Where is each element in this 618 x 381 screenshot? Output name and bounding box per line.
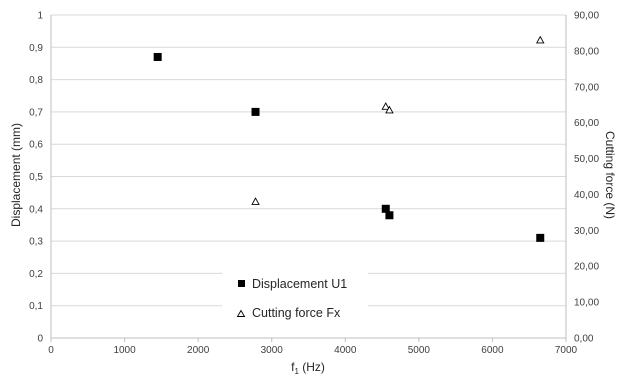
y-tick-label: 1 <box>37 11 43 22</box>
y2-tick-label: 70,00 <box>574 82 599 93</box>
gridlines <box>51 14 566 307</box>
x-tick-label: 2000 <box>187 345 210 356</box>
data-point-displacement <box>536 233 545 242</box>
y-tick-label: 0,1 <box>29 301 43 312</box>
data-point-cutting-force <box>251 197 260 205</box>
y2-tick-label: 80,00 <box>574 46 599 57</box>
y2-tick-label: 50,00 <box>574 154 599 165</box>
data-point-displacement <box>381 204 390 213</box>
y2-tick-label: 40,00 <box>574 190 599 201</box>
x-axis-title-main: f <box>291 360 295 374</box>
x-tick-label: 4000 <box>334 345 357 356</box>
y-tick-label: 0 <box>37 334 43 345</box>
legend-marker-cutting-force <box>236 309 246 317</box>
data-point-cutting-force <box>385 105 394 114</box>
y2-tick-label: 20,00 <box>574 262 599 273</box>
x-axis-title-subscript: 1 <box>294 367 299 376</box>
legend-label-cutting-force: Cutting force Fx <box>252 306 341 320</box>
legend-marker-displacement <box>238 280 245 287</box>
y-tick-label: 0,3 <box>29 237 43 248</box>
x-tick-label: 7000 <box>555 345 578 356</box>
y2-axis-title: Cutting force (N) <box>603 131 617 219</box>
data-point-displacement <box>385 211 394 220</box>
data-point-displacement <box>251 107 260 116</box>
legend: Displacement U1 Cutting force Fx <box>222 268 368 326</box>
x-axis-title-unit: (Hz) <box>299 360 325 374</box>
y-tick-label: 0,2 <box>29 269 43 280</box>
y-tick-label: 0,6 <box>29 140 43 151</box>
y2-tick-label: 10,00 <box>574 298 599 309</box>
data-point-cutting-force <box>381 102 391 110</box>
data-points <box>153 35 545 242</box>
y-axis-title: Displacement (mm) <box>9 123 23 227</box>
x-tick-label: 6000 <box>481 345 504 356</box>
legend-background <box>222 268 368 326</box>
y-tick-label: 0,9 <box>29 43 43 54</box>
data-point-cutting-force <box>535 35 545 44</box>
y2-tick-label: 60,00 <box>574 118 599 129</box>
axes <box>50 15 567 342</box>
x-tick-label: 3000 <box>261 345 284 356</box>
y-tick-label: 0,5 <box>29 172 43 183</box>
y-tick-label: 0,8 <box>29 75 43 86</box>
data-point-displacement <box>153 52 162 61</box>
y2-tick-label: 30,00 <box>574 226 599 237</box>
x-tick-label: 1000 <box>113 345 136 356</box>
legend-label-displacement: Displacement U1 <box>252 277 347 291</box>
y-tick-label: 0,7 <box>29 107 43 118</box>
y2-tick-label: 0,00 <box>574 334 594 345</box>
tick-labels: 00,10,20,30,40,50,60,70,80,910,0010,0020… <box>29 11 599 357</box>
x-tick-label: 0 <box>48 345 54 356</box>
x-axis-title: f1 (Hz) <box>291 360 325 376</box>
y-tick-label: 0,4 <box>29 204 43 215</box>
x-tick-label: 5000 <box>408 345 431 356</box>
y2-tick-label: 90,00 <box>574 11 599 22</box>
